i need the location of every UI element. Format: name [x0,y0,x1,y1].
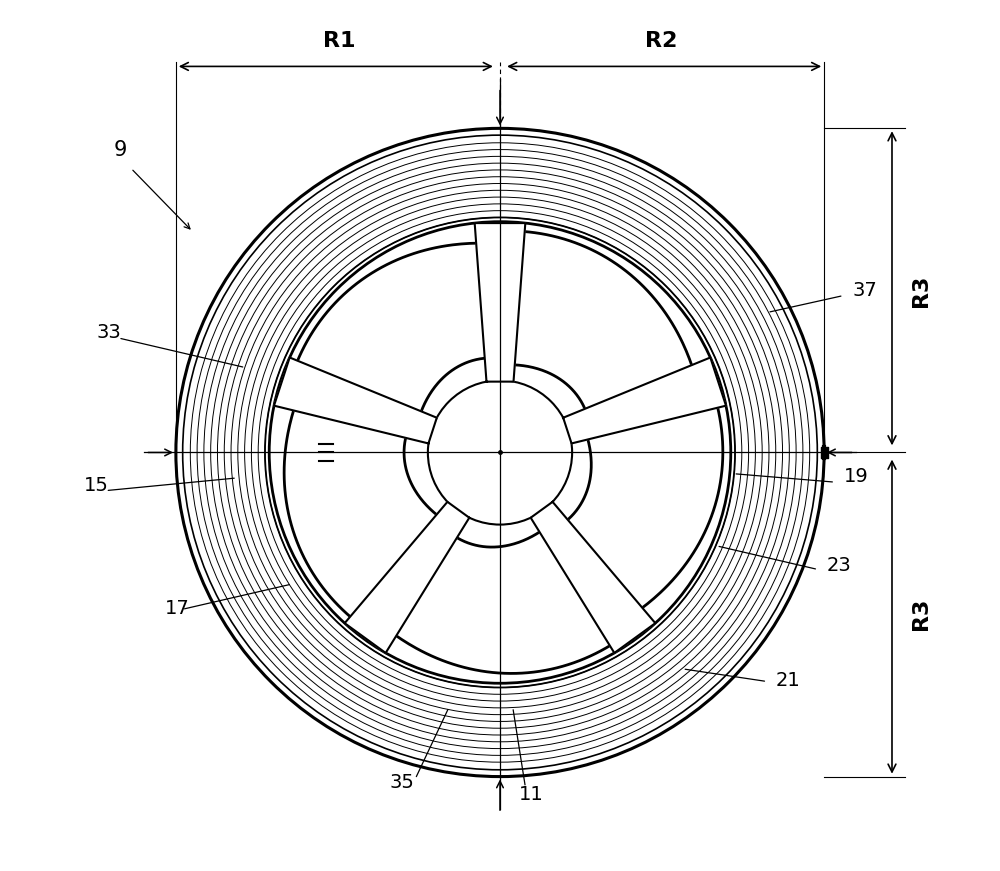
Text: 37: 37 [852,280,877,300]
Polygon shape [475,223,525,381]
Text: R3: R3 [911,598,931,630]
Polygon shape [284,408,441,618]
Polygon shape [395,529,611,673]
Polygon shape [509,232,692,414]
Text: R2: R2 [645,31,677,51]
Polygon shape [531,502,655,653]
Circle shape [269,222,731,683]
Text: R3: R3 [911,275,931,307]
Text: 23: 23 [827,557,851,575]
Text: 17: 17 [165,598,190,618]
Polygon shape [564,406,723,609]
Text: 19: 19 [844,467,868,486]
Text: R1: R1 [323,31,355,51]
Polygon shape [297,243,490,416]
Polygon shape [563,357,726,443]
Text: 15: 15 [84,476,109,495]
Text: 33: 33 [97,323,122,342]
Text: 11: 11 [519,786,543,804]
Polygon shape [274,357,437,443]
Polygon shape [345,502,469,653]
Text: 9: 9 [114,139,127,159]
Text: 21: 21 [776,671,801,690]
Text: 35: 35 [390,773,415,792]
